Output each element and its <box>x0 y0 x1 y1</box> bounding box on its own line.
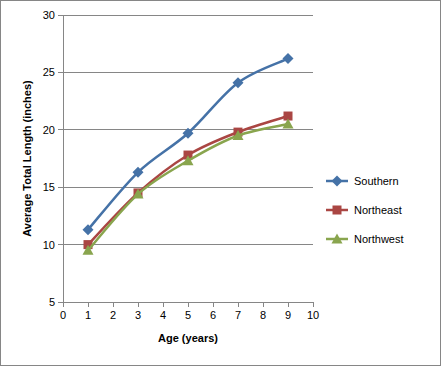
x-tick-label: 5 <box>185 309 191 321</box>
x-tick-label: 8 <box>260 309 266 321</box>
point <box>83 245 94 255</box>
point <box>133 189 144 199</box>
x-tick-label: 3 <box>135 309 141 321</box>
x-tick-label: 7 <box>235 309 241 321</box>
x-tick-label: 2 <box>110 309 116 321</box>
x-tick <box>113 302 114 307</box>
x-tick-label: 4 <box>160 309 166 321</box>
x-tick <box>163 302 164 307</box>
x-axis-label: Age (years) <box>158 332 218 344</box>
x-tick <box>288 302 289 307</box>
legend-marker <box>332 234 343 244</box>
legend-marker <box>333 206 342 215</box>
x-tick <box>263 302 264 307</box>
x-tick-label: 0 <box>60 309 66 321</box>
x-tick <box>313 302 314 307</box>
y-tick-label: 10 <box>43 239 55 251</box>
y-tick <box>58 72 63 73</box>
x-tick-label: 10 <box>307 309 319 321</box>
y-tick <box>58 302 63 303</box>
point <box>283 119 294 129</box>
grid-line <box>63 72 313 73</box>
series-line <box>88 59 288 230</box>
y-axis <box>63 15 64 302</box>
plot-area <box>83 53 294 255</box>
y-tick <box>58 187 63 188</box>
y-tick-label: 15 <box>43 181 55 193</box>
x-tick <box>63 302 64 307</box>
grid-line <box>63 15 313 16</box>
y-tick <box>58 244 63 245</box>
point <box>133 167 144 178</box>
x-tick-label: 9 <box>285 309 291 321</box>
x-tick-label: 6 <box>210 309 216 321</box>
grid-line <box>63 187 313 188</box>
point <box>83 224 94 235</box>
series-line <box>88 116 288 245</box>
legend-label: Northeast <box>354 204 402 216</box>
legend-label: Northwest <box>354 233 404 245</box>
x-tick <box>88 302 89 307</box>
x-tick <box>138 302 139 307</box>
point <box>233 130 244 140</box>
x-tick <box>213 302 214 307</box>
x-tick <box>188 302 189 307</box>
y-tick <box>58 15 63 16</box>
y-tick-label: 30 <box>43 9 55 21</box>
point <box>183 155 194 165</box>
point <box>283 53 294 64</box>
legend-marker <box>332 176 343 187</box>
x-tick-label: 1 <box>85 309 91 321</box>
y-tick-label: 25 <box>43 66 55 78</box>
point <box>183 128 194 139</box>
x-tick <box>238 302 239 307</box>
y-tick <box>58 129 63 130</box>
grid-line <box>63 244 313 245</box>
chart: 5 10 15 20 25 30 0 1 2 3 4 5 6 7 8 9 10 Age (years) Averag… <box>0 0 441 366</box>
legend-label: Southern <box>354 175 399 187</box>
y-tick-label: 5 <box>49 296 55 308</box>
y-tick-label: 20 <box>43 124 55 136</box>
y-axis-label: Average Total Length (inches) <box>21 80 33 237</box>
chart-border <box>1 1 441 366</box>
series-line <box>88 124 288 250</box>
point <box>233 77 244 88</box>
